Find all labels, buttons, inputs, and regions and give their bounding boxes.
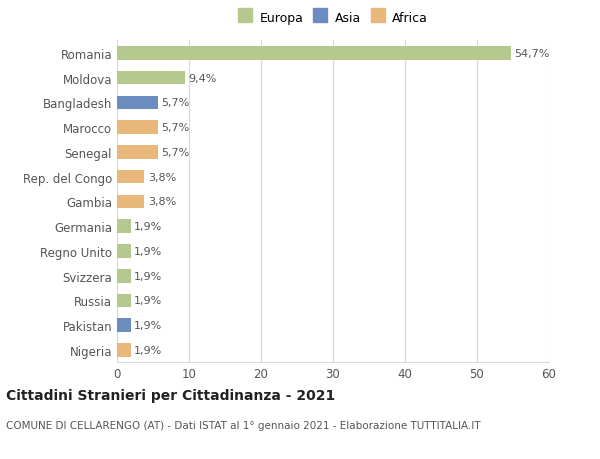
Text: 1,9%: 1,9% bbox=[134, 296, 163, 306]
Bar bbox=[117, 146, 158, 159]
Legend: Europa, Asia, Africa: Europa, Asia, Africa bbox=[235, 8, 431, 28]
Bar bbox=[117, 220, 131, 234]
Bar bbox=[117, 245, 131, 258]
Text: 1,9%: 1,9% bbox=[134, 345, 163, 355]
Bar bbox=[117, 170, 145, 184]
Bar bbox=[117, 47, 511, 61]
Text: 5,7%: 5,7% bbox=[161, 123, 190, 133]
Bar bbox=[117, 343, 131, 357]
Bar bbox=[117, 121, 158, 134]
Text: 5,7%: 5,7% bbox=[161, 147, 190, 157]
Text: 1,9%: 1,9% bbox=[134, 320, 163, 330]
Bar bbox=[117, 195, 145, 209]
Bar bbox=[117, 294, 131, 308]
Bar bbox=[117, 319, 131, 332]
Text: 3,8%: 3,8% bbox=[148, 172, 176, 182]
Text: COMUNE DI CELLARENGO (AT) - Dati ISTAT al 1° gennaio 2021 - Elaborazione TUTTITA: COMUNE DI CELLARENGO (AT) - Dati ISTAT a… bbox=[6, 420, 481, 430]
Bar bbox=[117, 72, 185, 85]
Text: 9,4%: 9,4% bbox=[188, 73, 217, 84]
Text: 1,9%: 1,9% bbox=[134, 222, 163, 232]
Text: 1,9%: 1,9% bbox=[134, 271, 163, 281]
Text: 54,7%: 54,7% bbox=[514, 49, 550, 59]
Text: Cittadini Stranieri per Cittadinanza - 2021: Cittadini Stranieri per Cittadinanza - 2… bbox=[6, 388, 335, 402]
Bar bbox=[117, 96, 158, 110]
Text: 3,8%: 3,8% bbox=[148, 197, 176, 207]
Text: 5,7%: 5,7% bbox=[161, 98, 190, 108]
Text: 1,9%: 1,9% bbox=[134, 246, 163, 257]
Bar bbox=[117, 269, 131, 283]
